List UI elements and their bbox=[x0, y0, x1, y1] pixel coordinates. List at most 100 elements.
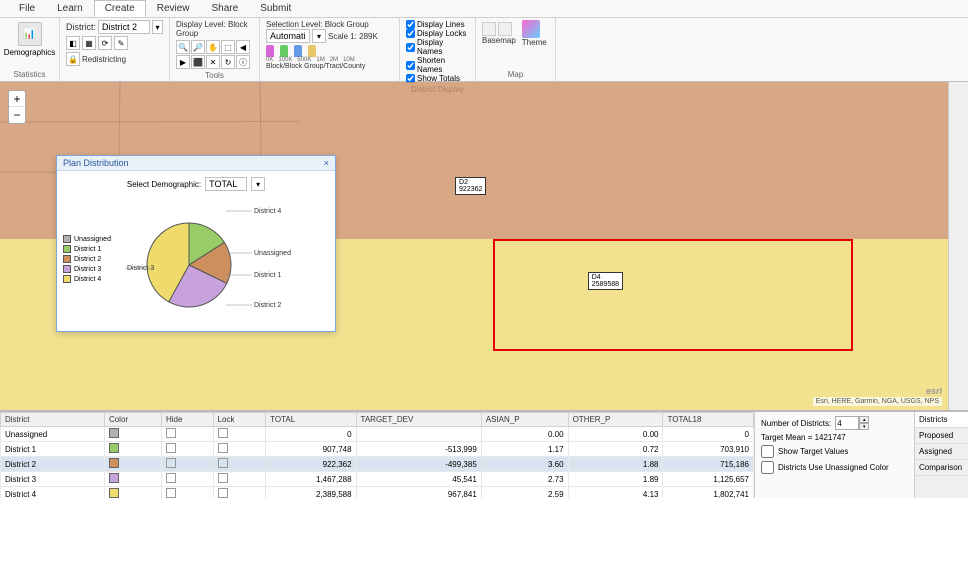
redistricting-sublabel: Redistricting bbox=[82, 55, 126, 64]
table-row[interactable]: District 31,467,28845,5412.731.891,125,6… bbox=[1, 472, 754, 487]
basemap-icon[interactable] bbox=[482, 22, 496, 36]
unassigned-color-checkbox[interactable] bbox=[761, 461, 774, 474]
tool-pan-icon[interactable]: ✋ bbox=[206, 40, 220, 54]
demographics-button[interactable]: 📊 Demographics bbox=[6, 20, 53, 59]
menu-item-share[interactable]: Share bbox=[201, 0, 250, 17]
district-select[interactable] bbox=[98, 20, 150, 34]
d2-name: D2 bbox=[459, 179, 468, 186]
map-label-d4: D4 2589588 bbox=[588, 272, 623, 290]
tool-btn-2[interactable]: ▦ bbox=[82, 36, 96, 50]
zoom-out-button[interactable]: − bbox=[9, 107, 25, 123]
tool-refresh-icon[interactable]: ↻ bbox=[221, 55, 235, 69]
unassigned-color-label: Districts Use Unassigned Color bbox=[778, 463, 889, 472]
menu-item-learn[interactable]: Learn bbox=[46, 0, 94, 17]
tool-info-icon[interactable]: ⓘ bbox=[236, 55, 250, 69]
side-tab-proposed[interactable]: Proposed bbox=[915, 428, 968, 444]
select-demographic-dropdown[interactable]: ▾ bbox=[251, 177, 265, 191]
ribbon: 📊 Demographics Statistics District: ▾ ◧ … bbox=[0, 18, 968, 82]
demographics-label: Demographics bbox=[4, 48, 56, 57]
basemap-icon-2[interactable] bbox=[498, 22, 512, 36]
group-label-map: Map bbox=[482, 70, 549, 79]
col-header[interactable]: OTHER_P bbox=[568, 413, 663, 427]
tool-zoom-in-icon[interactable]: 🔍 bbox=[176, 40, 190, 54]
tool-extent-icon[interactable]: ⬚ bbox=[221, 40, 235, 54]
num-districts-spinner[interactable]: ▴▾ bbox=[835, 416, 869, 430]
scale-label: Scale 1: 289K bbox=[328, 32, 378, 41]
table-row[interactable]: District 2922,362-499,3853.601.88715,186 bbox=[1, 457, 754, 472]
district-label: District: bbox=[66, 22, 96, 32]
check-display-lines[interactable]: Display Lines bbox=[406, 20, 469, 29]
pie-label: District 1 bbox=[254, 272, 281, 279]
col-header[interactable]: Color bbox=[104, 413, 161, 427]
slider-pin-3[interactable] bbox=[294, 45, 302, 57]
side-tab-assigned[interactable]: Assigned bbox=[915, 444, 968, 460]
display-level-label: Display Level: Block Group bbox=[176, 20, 253, 38]
spinner-up-icon[interactable]: ▴ bbox=[859, 416, 869, 423]
district-dropdown-icon[interactable]: ▾ bbox=[152, 20, 163, 34]
legend-item: District 2 bbox=[63, 255, 111, 263]
table-row[interactable]: District 1907,748-513,9991.170.72703,910 bbox=[1, 442, 754, 457]
tool-btn-1[interactable]: ◧ bbox=[66, 36, 80, 50]
pie-label: District 2 bbox=[254, 302, 281, 309]
lock-icon[interactable]: 🔒 bbox=[66, 52, 80, 66]
ribbon-group-redistricting: District: ▾ ◧ ▦ ⟳ ✎ 🔒 Redistricting Redi… bbox=[60, 18, 170, 81]
check-display-locks[interactable]: Display Locks bbox=[406, 29, 469, 38]
tool-next-icon[interactable]: ▶ bbox=[176, 55, 190, 69]
pie-label: District 3 bbox=[127, 265, 154, 272]
ribbon-group-map: Basemap Theme Map bbox=[476, 18, 556, 81]
tool-btn-4[interactable]: ✎ bbox=[114, 36, 128, 50]
col-header[interactable]: TOTAL bbox=[266, 413, 356, 427]
menu-item-create[interactable]: Create bbox=[94, 0, 146, 17]
map-attribution: Esri, HERE, Garmin, NGA, USGS, NPS bbox=[813, 397, 942, 406]
check-display-names[interactable]: Display Names bbox=[406, 38, 469, 56]
theme-icon[interactable] bbox=[522, 20, 540, 38]
side-tabs: DistrictsProposedAssignedComparison bbox=[914, 412, 968, 498]
table-row[interactable]: District 42,389,588967,8412.594.131,802,… bbox=[1, 487, 754, 499]
panel-header[interactable]: Plan Distribution × bbox=[57, 156, 335, 171]
num-districts-label: Number of Districts: bbox=[761, 419, 831, 428]
show-target-label: Show Target Values bbox=[778, 447, 848, 456]
table-row[interactable]: Unassigned00.000.000 bbox=[1, 427, 754, 442]
check-shorten-names[interactable]: Shorten Names bbox=[406, 56, 469, 74]
col-header[interactable]: Hide bbox=[161, 413, 213, 427]
esri-logo: esri bbox=[926, 386, 942, 396]
demographics-icon: 📊 bbox=[18, 22, 42, 46]
district-d4-outline bbox=[493, 239, 853, 351]
bottom-grid-area: DistrictColorHideLockTOTALTARGET_DEVASIA… bbox=[0, 410, 968, 498]
selection-mode-dropdown[interactable]: ▾ bbox=[312, 29, 326, 43]
tool-prev-icon[interactable]: ◀ bbox=[236, 40, 250, 54]
spinner-down-icon[interactable]: ▾ bbox=[859, 423, 869, 430]
select-demographic-field[interactable] bbox=[205, 177, 247, 191]
col-header[interactable]: Lock bbox=[213, 413, 266, 427]
slider-pin-2[interactable] bbox=[280, 45, 288, 57]
pie-label: Unassigned bbox=[254, 250, 291, 257]
tool-btn-3[interactable]: ⟳ bbox=[98, 36, 112, 50]
legend-item: District 4 bbox=[63, 275, 111, 283]
slider-pin-1[interactable] bbox=[266, 45, 274, 57]
selection-mode-field[interactable] bbox=[266, 29, 310, 43]
col-header[interactable]: TOTAL18 bbox=[663, 413, 754, 427]
side-tab-comparison[interactable]: Comparison bbox=[915, 460, 968, 476]
panel-body: Select Demographic: ▾ UnassignedDistrict… bbox=[57, 171, 335, 331]
slider-pin-4[interactable] bbox=[308, 45, 316, 57]
tool-select-icon[interactable]: ⬛ bbox=[191, 55, 205, 69]
d4-value: 2589588 bbox=[592, 281, 619, 288]
d4-name: D4 bbox=[592, 274, 601, 281]
side-tab-districts[interactable]: Districts bbox=[915, 412, 968, 428]
col-header[interactable]: District bbox=[1, 413, 105, 427]
menu-item-submit[interactable]: Submit bbox=[249, 0, 302, 17]
tool-clear-icon[interactable]: ✕ bbox=[206, 55, 220, 69]
col-header[interactable]: TARGET_DEV bbox=[356, 413, 481, 427]
zoom-in-button[interactable]: + bbox=[9, 91, 25, 107]
ribbon-group-statistics: 📊 Demographics Statistics bbox=[0, 18, 60, 81]
show-target-checkbox[interactable] bbox=[761, 445, 774, 458]
plan-distribution-panel: Plan Distribution × Select Demographic: … bbox=[56, 155, 336, 332]
group-label-tools: Tools bbox=[176, 71, 253, 80]
col-header[interactable]: ASIAN_P bbox=[481, 413, 568, 427]
table-header-row: DistrictColorHideLockTOTALTARGET_DEVASIA… bbox=[1, 413, 754, 427]
panel-close-icon[interactable]: × bbox=[324, 158, 329, 168]
menu-item-review[interactable]: Review bbox=[146, 0, 201, 17]
num-districts-input[interactable] bbox=[835, 416, 859, 430]
tool-zoom-out-icon[interactable]: 🔎 bbox=[191, 40, 205, 54]
menu-item-file[interactable]: File bbox=[8, 0, 46, 17]
